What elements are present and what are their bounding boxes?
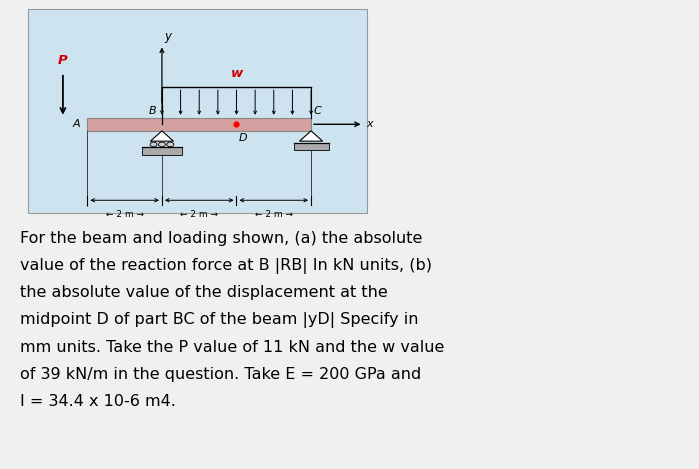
- FancyBboxPatch shape: [28, 9, 367, 213]
- Text: B: B: [149, 106, 157, 116]
- Text: For the beam and loading shown, (a) the absolute: For the beam and loading shown, (a) the …: [20, 231, 422, 246]
- Circle shape: [167, 142, 174, 147]
- Text: w: w: [231, 67, 243, 80]
- Circle shape: [150, 142, 157, 147]
- Bar: [294, 143, 329, 150]
- Text: A: A: [73, 119, 80, 129]
- Text: ← 2 m →: ← 2 m →: [254, 210, 293, 219]
- Text: ← 2 m →: ← 2 m →: [180, 210, 218, 219]
- Text: P: P: [58, 54, 68, 67]
- Polygon shape: [299, 131, 323, 141]
- Bar: [143, 147, 182, 155]
- Text: y: y: [165, 30, 172, 43]
- Text: the absolute value of the displacement at the: the absolute value of the displacement a…: [20, 285, 387, 300]
- Text: x: x: [366, 119, 373, 129]
- Polygon shape: [150, 131, 173, 141]
- Text: I = 34.4 x 10-6 m4.: I = 34.4 x 10-6 m4.: [20, 394, 175, 409]
- Text: ← 2 m →: ← 2 m →: [106, 210, 144, 219]
- Text: midpoint D of part BC of the beam |yD| Specify in: midpoint D of part BC of the beam |yD| S…: [20, 312, 418, 328]
- Circle shape: [159, 142, 166, 147]
- Text: D: D: [238, 133, 247, 143]
- Text: C: C: [313, 106, 321, 116]
- Text: value of the reaction force at B |RB| In kN units, (b): value of the reaction force at B |RB| In…: [20, 258, 431, 274]
- Bar: [87, 118, 311, 131]
- Text: mm units. Take the P value of 11 kN and the w value: mm units. Take the P value of 11 kN and …: [20, 340, 444, 355]
- Text: of 39 kN/m in the question. Take E = 200 GPa and: of 39 kN/m in the question. Take E = 200…: [20, 367, 421, 382]
